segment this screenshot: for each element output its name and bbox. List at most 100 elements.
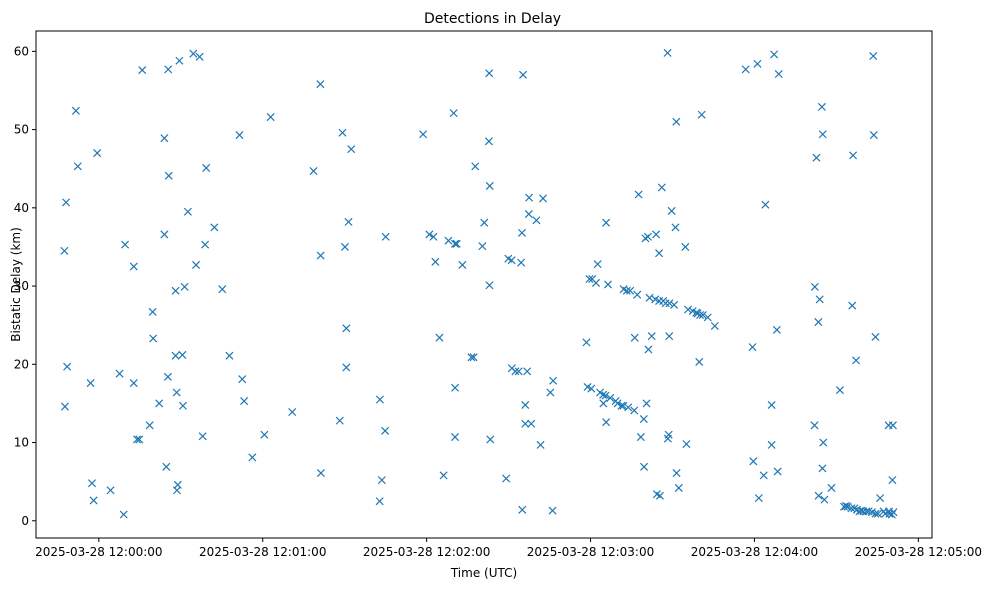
data-point [309, 167, 318, 176]
data-point [810, 421, 819, 430]
data-point [643, 232, 652, 241]
data-point [852, 356, 861, 365]
data-point [640, 462, 649, 471]
data-point [449, 109, 458, 118]
data-point [549, 376, 558, 385]
data-point [548, 506, 557, 515]
data-point [73, 162, 82, 171]
data-point [478, 242, 487, 251]
data-point [138, 66, 147, 75]
data-point [814, 491, 823, 500]
x-tick-label: 2025-03-28 12:05:00 [855, 545, 982, 559]
y-axis-label: Bistatic Delay (km) [9, 227, 23, 342]
data-point [60, 402, 69, 411]
data-point [133, 435, 142, 444]
data-point [835, 386, 844, 395]
data-point [480, 218, 489, 227]
y-tick-label: 40 [14, 201, 29, 215]
data-point [178, 401, 187, 410]
data-point [266, 113, 275, 122]
data-point [812, 153, 821, 162]
data-point [582, 338, 591, 347]
data-point [375, 395, 384, 404]
x-tick-label: 2025-03-28 12:02:00 [363, 545, 490, 559]
data-point [674, 483, 683, 492]
data-point [129, 262, 138, 271]
data-point [106, 486, 115, 495]
data-point [87, 479, 97, 488]
x-tick-label: 2025-03-28 12:01:00 [199, 545, 326, 559]
data-point [527, 419, 536, 428]
data-point [840, 502, 849, 511]
data-point [419, 130, 428, 139]
data-point [889, 508, 898, 517]
data-point [681, 242, 690, 251]
data-point [613, 399, 622, 408]
data-point [340, 242, 349, 251]
chart-title: Detections in Delay [424, 11, 561, 27]
data-point [642, 399, 651, 408]
data-point [652, 230, 661, 239]
data-point [210, 223, 219, 232]
data-point [538, 194, 548, 203]
data-point [698, 310, 707, 320]
data-point [381, 426, 390, 435]
y-tick-label: 30 [14, 279, 29, 293]
y-tick-label: 10 [14, 436, 29, 450]
data-point [759, 471, 768, 480]
data-point [622, 286, 631, 295]
data-point [599, 399, 608, 408]
data-point [63, 362, 72, 371]
data-point [626, 286, 635, 295]
data-point [517, 228, 526, 237]
data-point [634, 190, 643, 199]
data-point [71, 106, 80, 115]
data-point [160, 230, 169, 239]
data-point [655, 249, 664, 258]
data-point [316, 80, 325, 89]
data-point [180, 282, 189, 291]
data-point [458, 260, 467, 269]
data-point [225, 351, 234, 360]
data-point [202, 163, 211, 172]
data-point [164, 171, 173, 180]
data-point [523, 367, 532, 376]
data-point [164, 65, 173, 74]
data-point [818, 130, 827, 139]
data-point [198, 432, 207, 441]
data-point [749, 457, 758, 466]
data-point [871, 509, 880, 518]
data-point [684, 305, 693, 314]
data-point [770, 50, 779, 59]
data-point [485, 181, 494, 190]
data-point [521, 419, 530, 428]
data-point [485, 69, 494, 78]
y-tick-label: 60 [14, 44, 29, 58]
data-point [587, 384, 596, 393]
data-point [847, 504, 856, 513]
data-point [235, 131, 244, 140]
data-point [695, 357, 704, 366]
data-point [645, 293, 654, 302]
y-axis: 0 10 20 30 40 50 60 [14, 44, 36, 528]
data-point [135, 435, 144, 444]
data-point [183, 207, 192, 216]
data-point [163, 372, 172, 381]
data-point [647, 332, 656, 341]
data-point [849, 151, 858, 160]
data-point [452, 239, 461, 248]
data-point [469, 353, 478, 362]
data-point [525, 193, 534, 202]
data-point [630, 406, 639, 415]
data-point [381, 232, 390, 241]
data-point [175, 56, 184, 65]
data-point [347, 145, 356, 154]
data-point [511, 367, 520, 376]
data-point [696, 310, 705, 320]
data-point [338, 128, 347, 137]
data-point [119, 510, 128, 519]
data-point [444, 236, 453, 245]
data-point [451, 433, 460, 442]
data-point [435, 333, 444, 342]
